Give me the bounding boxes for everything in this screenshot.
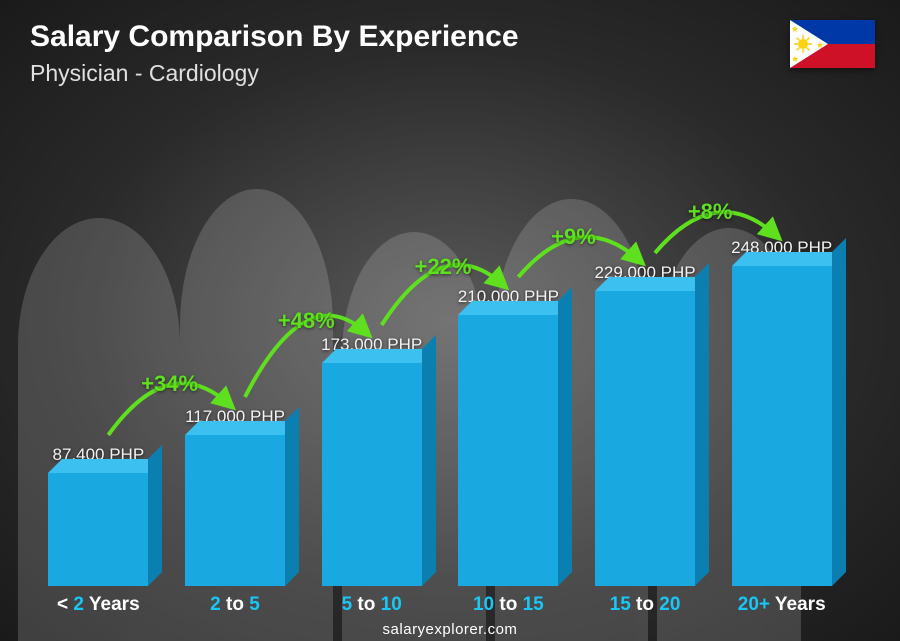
- bar: [732, 266, 832, 586]
- bar-group: 229,000 PHP: [583, 263, 708, 586]
- bar-group: 210,000 PHP: [446, 287, 571, 586]
- bar: [595, 291, 695, 586]
- growth-label: +9%: [551, 224, 596, 250]
- page-title: Salary Comparison By Experience: [30, 20, 519, 54]
- bar: [322, 363, 422, 586]
- flag-philippines: [790, 20, 875, 68]
- bar-group: 173,000 PHP: [309, 335, 434, 586]
- growth-label: +22%: [415, 254, 472, 280]
- growth-label: +8%: [688, 199, 733, 225]
- bar-group: 117,000 PHP: [173, 407, 298, 586]
- header: Salary Comparison By Experience Physicia…: [30, 20, 519, 87]
- bar: [458, 315, 558, 586]
- bar: [185, 435, 285, 586]
- bar-group: 248,000 PHP: [719, 238, 844, 586]
- bar: [48, 473, 148, 586]
- x-axis-label: 5 to 10: [309, 594, 434, 616]
- growth-label: +48%: [278, 308, 335, 334]
- x-axis-label: < 2 Years: [36, 594, 161, 616]
- bar-group: 87,400 PHP: [36, 445, 161, 586]
- x-axis-label: 20+ Years: [719, 594, 844, 616]
- x-axis-label: 10 to 15: [446, 594, 571, 616]
- page-subtitle: Physician - Cardiology: [30, 60, 519, 87]
- x-axis-label: 15 to 20: [583, 594, 708, 616]
- x-axis-labels: < 2 Years 2 to 5 5 to 10 10 to 15 15 to 20 20…: [30, 594, 850, 616]
- footer-credit: salaryexplorer.com: [0, 621, 900, 638]
- x-axis-label: 2 to 5: [173, 594, 298, 616]
- growth-label: +34%: [141, 371, 198, 397]
